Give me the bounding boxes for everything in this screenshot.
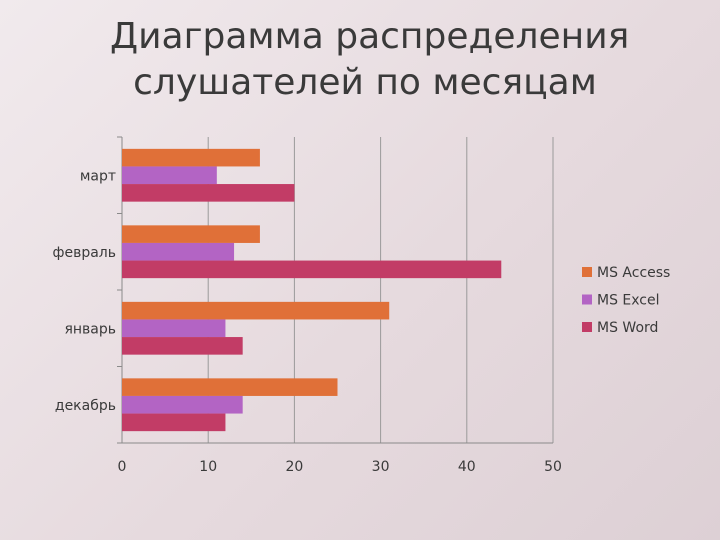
bar-ms-excel-2 — [122, 242, 235, 261]
bar-ms-excel-1 — [122, 319, 226, 338]
bar-ms-access-0 — [122, 378, 338, 396]
legend-label: MS Word — [597, 320, 658, 336]
bar-ms-access-3 — [122, 148, 260, 167]
x-tick-label: 40 — [458, 459, 476, 475]
x-tick-label: 50 — [544, 459, 562, 475]
y-tick-label: март — [80, 168, 116, 184]
legend-swatch-ms-excel — [582, 294, 592, 305]
legend-label: MS Excel — [597, 293, 660, 309]
bar-ms-access-1 — [122, 301, 390, 320]
x-tick-label: 20 — [285, 459, 303, 475]
bar-ms-word-2 — [122, 260, 502, 279]
bar-ms-word-1 — [122, 337, 243, 355]
chart-title: Диаграмма распределения слушателей по ме… — [110, 14, 630, 106]
chart-title-line-2: слушателей по месяцам — [133, 62, 597, 103]
legend-label: MS Access — [597, 265, 670, 281]
y-tick-label: декабрь — [55, 398, 116, 414]
y-tick-label: февраль — [53, 245, 117, 261]
chart-title-line-1: Диаграмма распределения — [110, 16, 630, 57]
x-tick-label: 10 — [199, 459, 217, 475]
bar-ms-word-3 — [122, 184, 295, 202]
y-tick-label: январь — [64, 321, 116, 337]
x-tick-label: 30 — [372, 459, 390, 475]
bar-ms-excel-0 — [122, 395, 243, 414]
x-tick-label: 0 — [118, 459, 127, 475]
legend-swatch-ms-access — [582, 267, 592, 277]
bar-ms-access-2 — [122, 225, 260, 243]
bar-ms-word-0 — [122, 413, 226, 432]
bar-ms-excel-3 — [122, 166, 217, 185]
legend-swatch-ms-word — [582, 322, 592, 332]
